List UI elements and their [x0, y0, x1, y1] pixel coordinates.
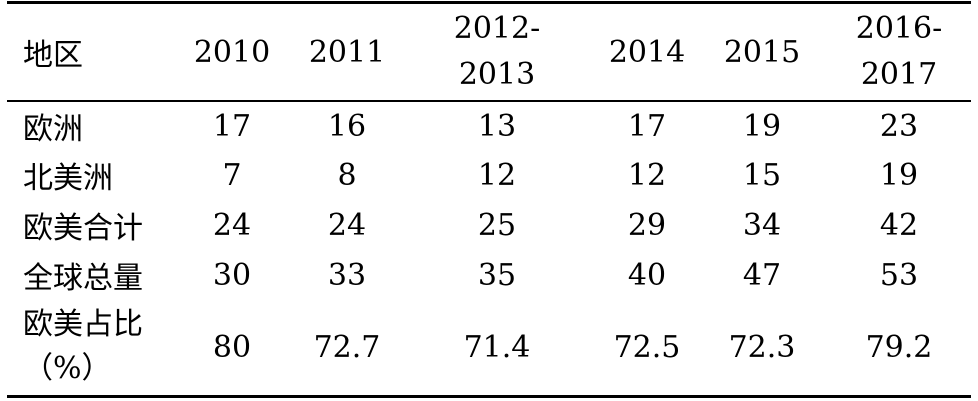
header-2012-2013-line1: 2012- — [453, 11, 541, 46]
table-cell: 40 — [627, 257, 667, 293]
table-cell: 80 — [212, 329, 252, 365]
table-cell: 23 — [879, 108, 919, 144]
table-row-north-america: 北美洲 7 8 12 12 15 19 — [7, 150, 971, 200]
table-cell: 15 — [742, 157, 782, 193]
table-cell: 19 — [742, 108, 782, 144]
table-row-europe: 欧洲 17 16 13 17 19 23 — [7, 100, 971, 150]
table-row-europe-america-total: 欧美合计 24 24 25 29 34 42 — [7, 200, 971, 250]
row-label: 北美洲 — [23, 161, 113, 196]
table-cell: 25 — [477, 207, 517, 243]
header-region: 地区 — [23, 38, 83, 73]
table-cell: 8 — [337, 157, 357, 193]
table-cell: 72.5 — [613, 329, 681, 365]
table-cell: 71.4 — [463, 329, 531, 365]
table-cell: 35 — [477, 257, 517, 293]
header-2016-2017-line2: 2017 — [860, 57, 938, 92]
table-cell: 24 — [212, 207, 252, 243]
row-label: 欧美合计 — [23, 211, 143, 246]
table-row-share-percent: 欧美占比 （%） 80 72.7 71.4 72.5 72.3 79.2 — [7, 300, 971, 394]
table-cell: 16 — [327, 108, 367, 144]
table-cell: 47 — [742, 257, 782, 293]
row-label: 欧洲 — [23, 112, 83, 147]
header-2012-2013: 2012- 2013 — [397, 4, 597, 100]
table-cell: 19 — [879, 157, 919, 193]
table-cell: 72.3 — [728, 329, 796, 365]
table-cell: 79.2 — [865, 329, 933, 365]
table-row-global-total: 全球总量 30 33 35 40 47 53 — [7, 250, 971, 300]
table-cell: 53 — [879, 257, 919, 293]
row-label-line2: （%） — [23, 351, 112, 386]
data-table: 地区 2010 2011 2012- 2013 2014 2015 2016- … — [7, 4, 971, 394]
header-2012-2013-line2: 2013 — [458, 57, 536, 92]
header-row: 地区 2010 2011 2012- 2013 2014 2015 2016- … — [7, 4, 971, 100]
table-cell: 29 — [627, 207, 667, 243]
header-2010: 2010 — [193, 34, 271, 70]
row-label-line1: 欧美占比 — [23, 307, 143, 342]
header-2015: 2015 — [723, 34, 801, 70]
header-2011: 2011 — [308, 34, 386, 70]
table-bottom-rule — [7, 395, 971, 398]
table-cell: 17 — [212, 108, 252, 144]
table-cell: 24 — [327, 207, 367, 243]
row-label: 全球总量 — [23, 261, 143, 296]
header-2014: 2014 — [608, 34, 686, 70]
header-2016-2017: 2016- 2017 — [827, 4, 971, 100]
row-label: 欧美占比 （%） — [7, 300, 167, 394]
table-cell: 42 — [879, 207, 919, 243]
table-cell: 17 — [627, 108, 667, 144]
table-cell: 72.7 — [313, 329, 381, 365]
table-cell: 30 — [212, 257, 252, 293]
table-cell: 12 — [627, 157, 667, 193]
table-header-rule — [7, 100, 971, 102]
header-2016-2017-line1: 2016- — [855, 11, 943, 46]
table-cell: 12 — [477, 157, 517, 193]
table-cell: 33 — [327, 257, 367, 293]
table-top-rule — [7, 1, 971, 4]
table-header: 地区 2010 2011 2012- 2013 2014 2015 2016- … — [7, 4, 971, 100]
table-body: 欧洲 17 16 13 17 19 23 北美洲 7 8 12 12 15 19… — [7, 100, 971, 394]
table-cell: 7 — [222, 157, 242, 193]
table-cell: 13 — [477, 108, 517, 144]
table-cell: 34 — [742, 207, 782, 243]
